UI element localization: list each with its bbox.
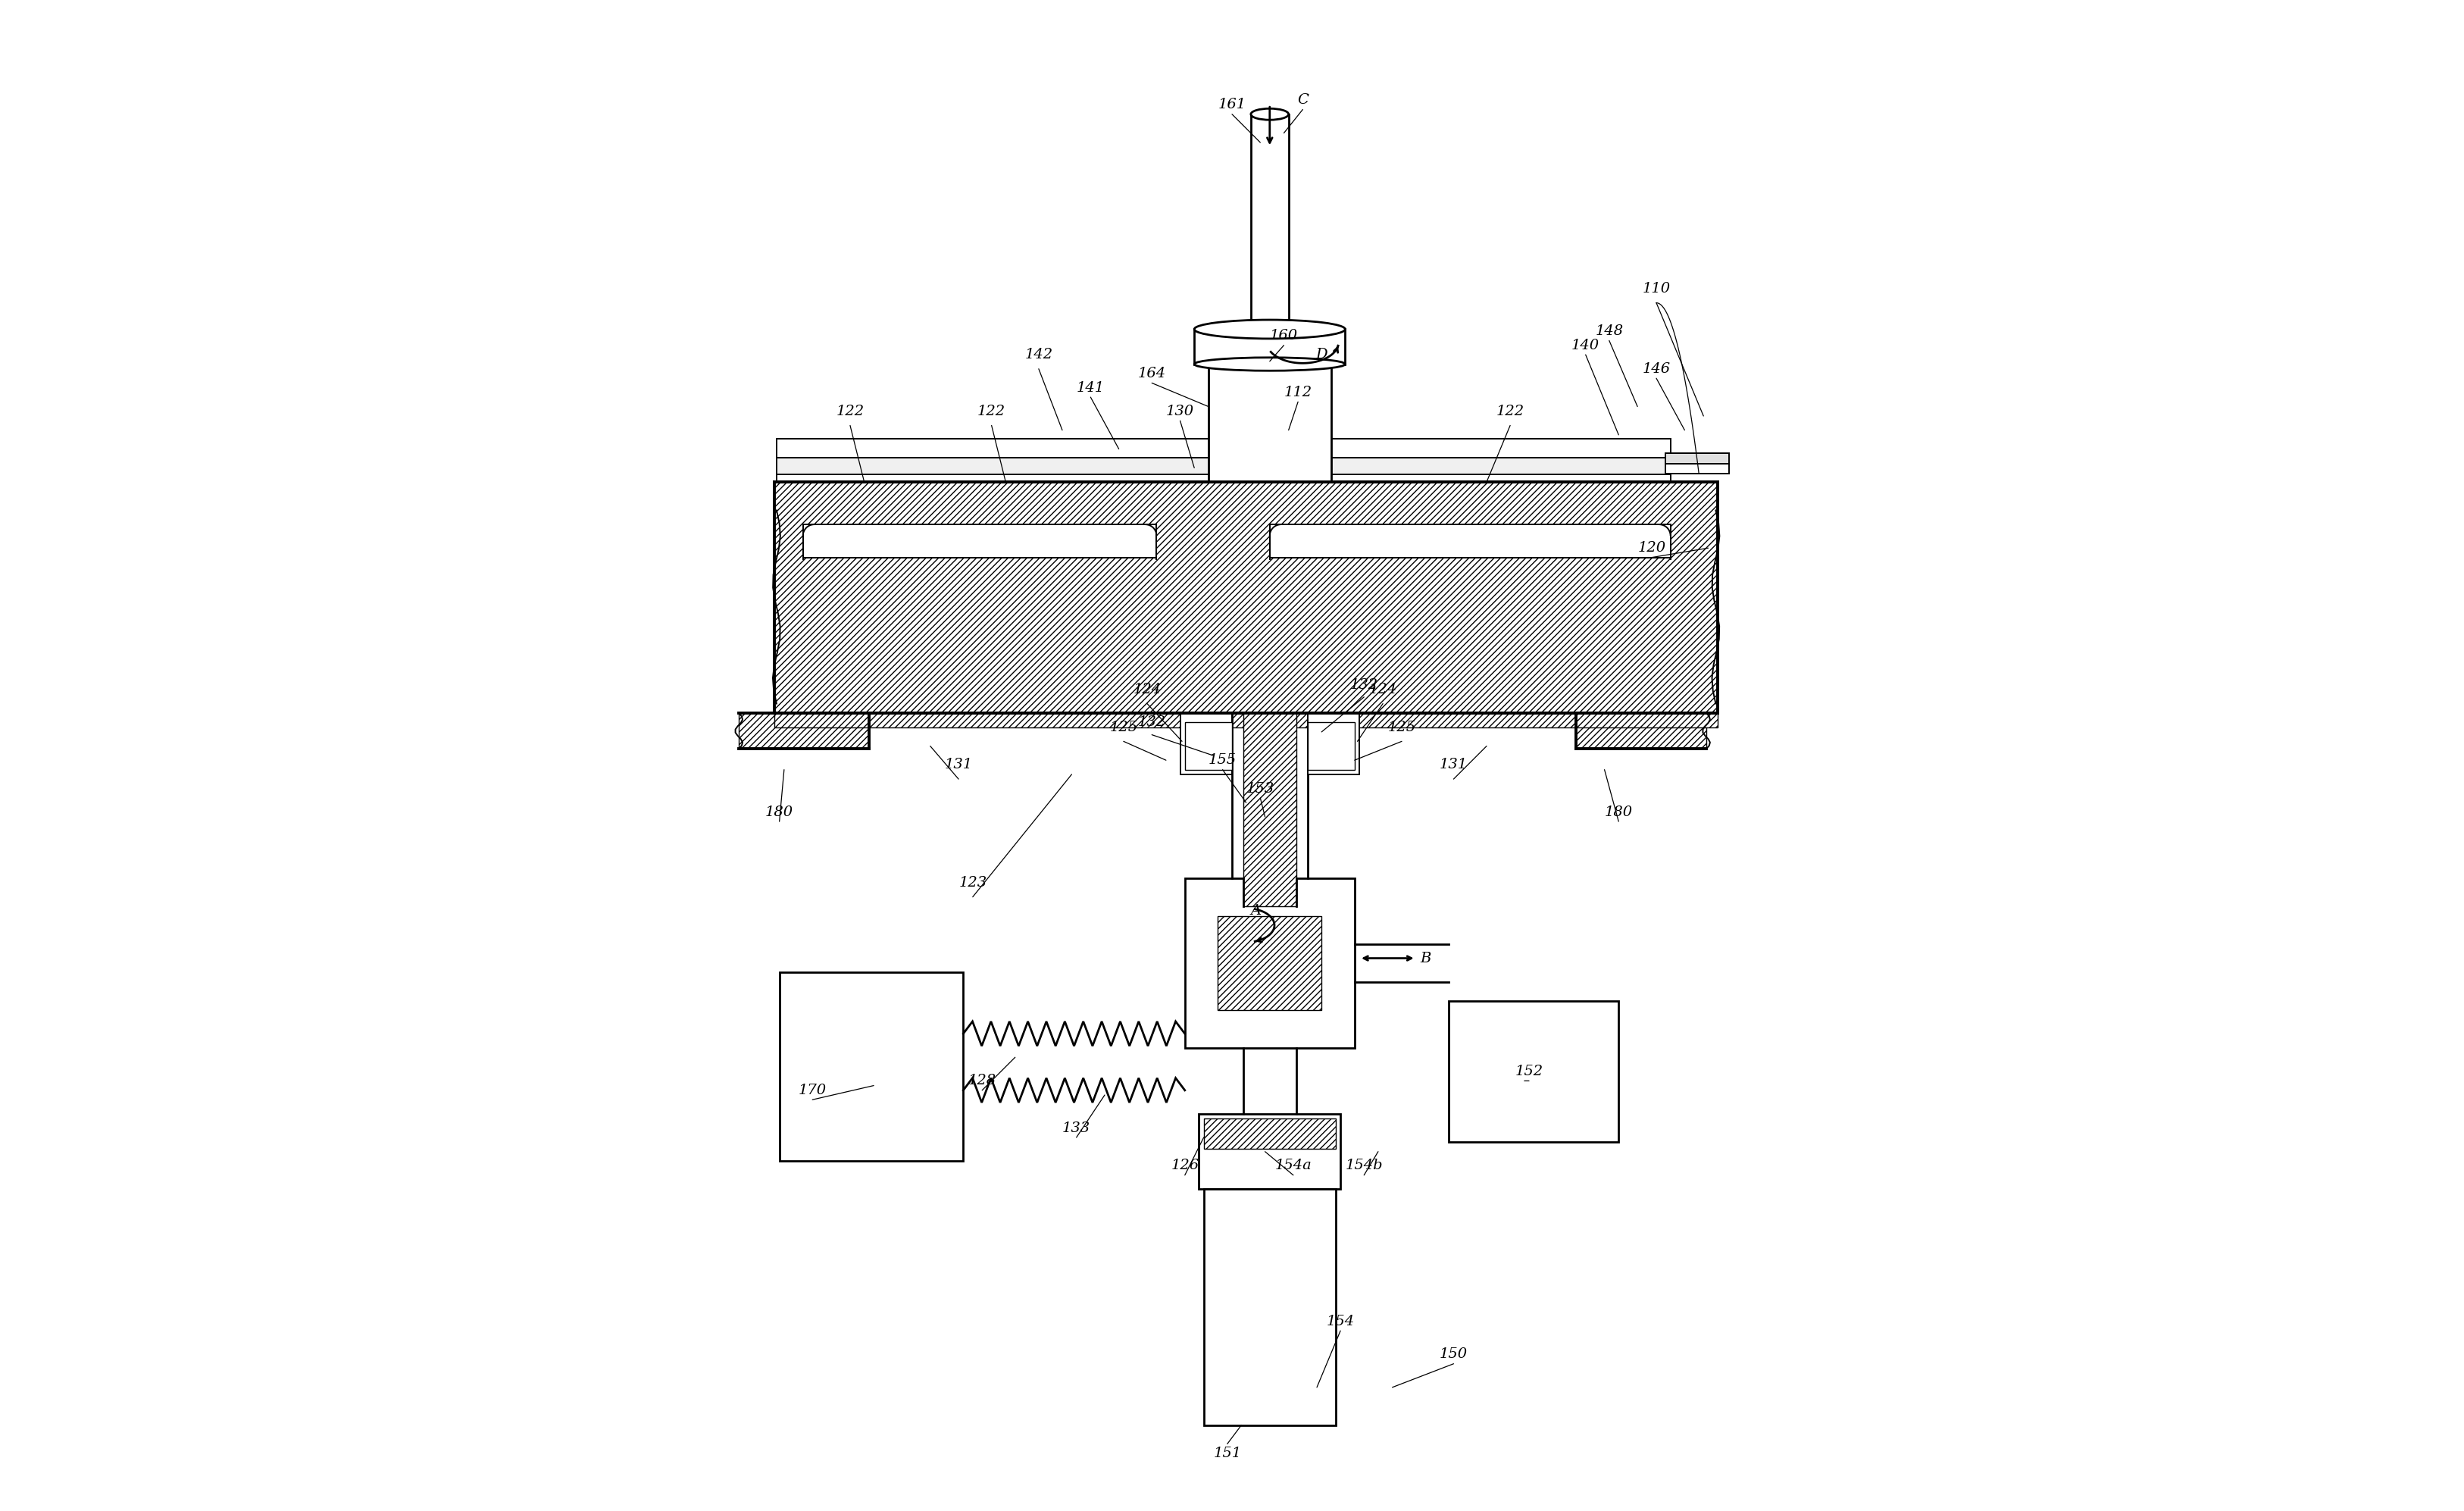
Bar	[1217, 916, 1321, 1011]
Text: 151: 151	[1212, 1446, 1242, 1460]
Bar	[1244, 713, 1296, 907]
Bar	[1180, 713, 1232, 774]
Text: 146: 146	[1643, 363, 1671, 376]
Text: 126: 126	[1170, 1159, 1200, 1173]
Bar	[779, 973, 963, 1160]
Text: 131: 131	[1439, 759, 1469, 772]
Bar	[1195, 329, 1345, 364]
Text: 148: 148	[1594, 325, 1624, 338]
Ellipse shape	[1252, 109, 1289, 119]
Bar	[1666, 453, 1730, 464]
Bar	[774, 482, 1717, 713]
Text: 142: 142	[1025, 348, 1052, 361]
Text: 140: 140	[1572, 338, 1599, 352]
Text: D: D	[1316, 348, 1328, 361]
Text: C: C	[1296, 94, 1308, 107]
Bar	[1207, 364, 1331, 482]
Text: 122: 122	[1496, 405, 1525, 419]
Text: 154: 154	[1326, 1315, 1355, 1328]
Bar	[776, 438, 1671, 458]
Text: 161: 161	[1217, 98, 1247, 112]
Text: 131: 131	[944, 759, 973, 772]
Text: 132: 132	[1138, 716, 1165, 730]
Bar	[803, 524, 1156, 558]
Text: 164: 164	[1138, 367, 1165, 381]
Text: A: A	[1249, 904, 1262, 917]
Bar	[1308, 722, 1355, 769]
Text: 125: 125	[1109, 721, 1138, 734]
Ellipse shape	[1195, 320, 1345, 338]
Text: 160: 160	[1269, 329, 1299, 343]
Text: 128: 128	[968, 1074, 995, 1088]
Text: 180: 180	[766, 805, 793, 819]
Bar	[1308, 713, 1360, 774]
Text: 122: 122	[835, 405, 865, 419]
Text: 124: 124	[1370, 683, 1397, 697]
Text: 141: 141	[1077, 381, 1104, 394]
Text: 123: 123	[958, 876, 986, 890]
Text: 124: 124	[1133, 683, 1161, 697]
Text: 120: 120	[1639, 541, 1666, 555]
Bar	[1577, 713, 1705, 749]
Text: 155: 155	[1207, 754, 1237, 768]
Bar	[1200, 1114, 1340, 1189]
Text: 133: 133	[1062, 1121, 1092, 1135]
Bar	[1252, 115, 1289, 322]
Bar	[1205, 1189, 1335, 1425]
Text: 122: 122	[978, 405, 1005, 419]
Text: 153: 153	[1247, 781, 1274, 795]
Text: 110: 110	[1643, 283, 1671, 296]
Text: 180: 180	[1604, 805, 1634, 819]
Bar	[739, 713, 870, 749]
Text: 125: 125	[1387, 721, 1417, 734]
Bar	[1666, 464, 1730, 473]
Bar	[776, 458, 1671, 474]
Bar	[1185, 878, 1355, 1047]
Text: 150: 150	[1439, 1348, 1469, 1361]
Bar	[1185, 722, 1232, 769]
Text: 130: 130	[1165, 405, 1195, 419]
Bar	[774, 713, 1717, 727]
Text: 152: 152	[1515, 1065, 1542, 1079]
Text: 132: 132	[1350, 678, 1377, 692]
Text: B: B	[1419, 952, 1432, 966]
Bar	[1449, 1000, 1619, 1142]
Bar	[776, 474, 1671, 482]
Text: 154a: 154a	[1274, 1159, 1311, 1173]
Bar	[1269, 524, 1671, 558]
Ellipse shape	[1195, 358, 1345, 370]
Bar	[1205, 1118, 1335, 1148]
Text: 170: 170	[798, 1083, 825, 1097]
Text: 112: 112	[1284, 385, 1311, 399]
Text: 154b: 154b	[1345, 1159, 1382, 1173]
